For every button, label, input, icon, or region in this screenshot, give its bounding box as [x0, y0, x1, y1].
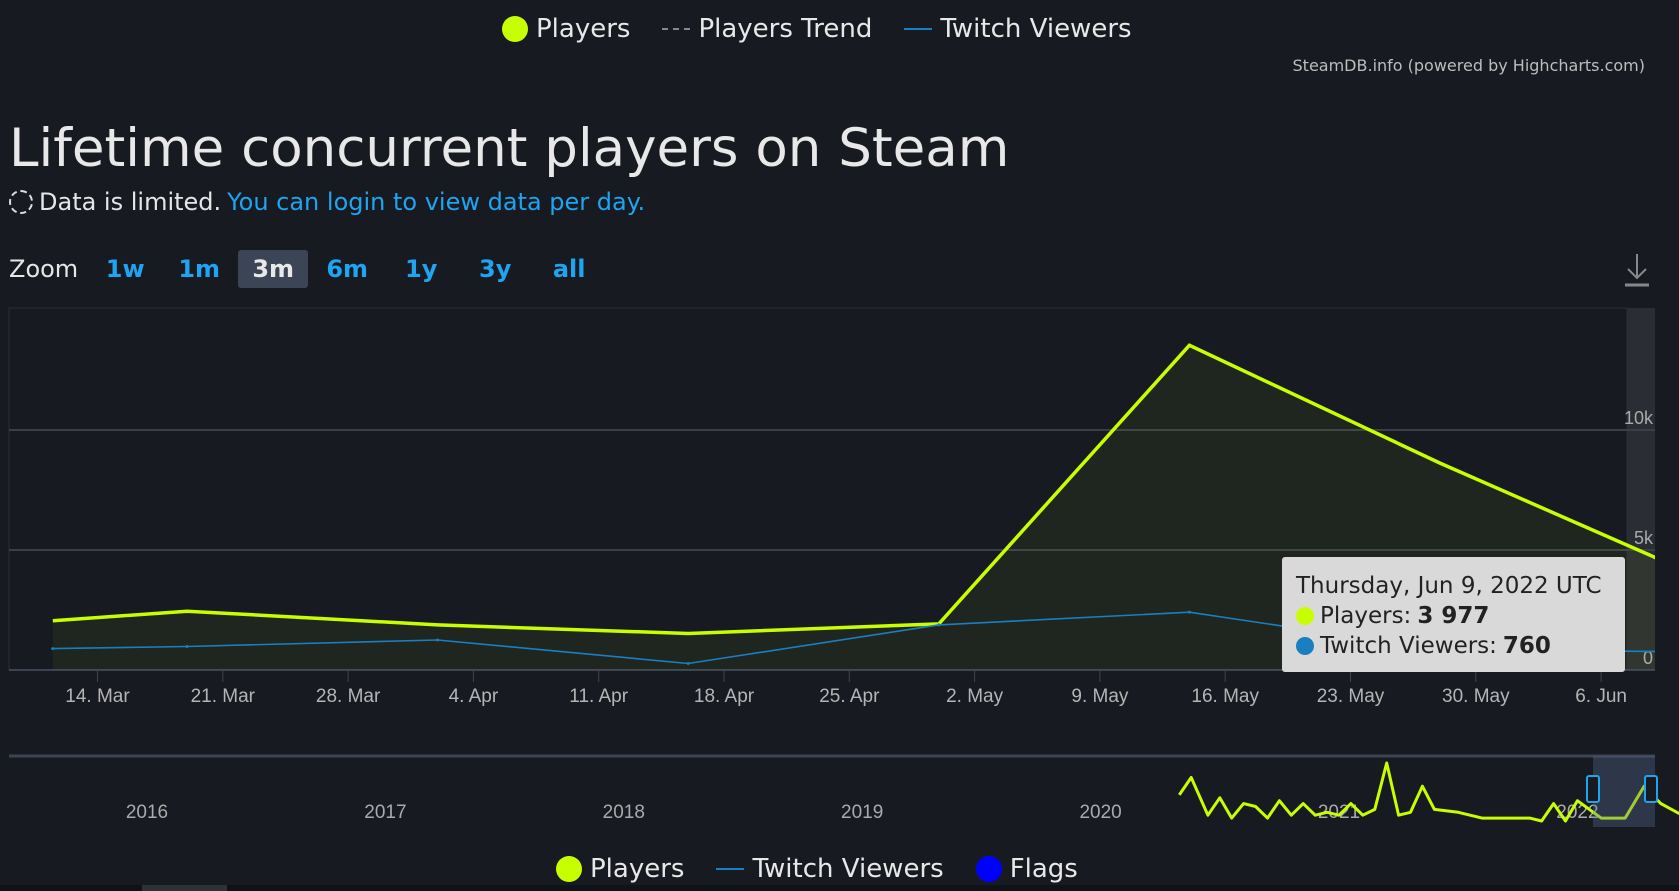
zoom-label: Zoom	[9, 255, 79, 283]
navigator-handle[interactable]	[1586, 775, 1600, 803]
legend-item-players[interactable]: Players	[502, 14, 630, 44]
data-limited-text: Data is limited.	[39, 188, 222, 216]
tooltip-players-label: Players:	[1320, 603, 1412, 629]
x-tick-label: 2. May	[946, 686, 1004, 707]
x-tick-label: 16. May	[1191, 686, 1259, 707]
navigator-year-label: 2019	[841, 802, 883, 823]
legend-label: Players Trend	[698, 14, 873, 44]
tooltip-date: Thursday, Jun 9, 2022 UTC	[1296, 573, 1602, 599]
zoom-button-all[interactable]: all	[552, 255, 586, 283]
zoom-button-3y[interactable]: 3y	[479, 255, 512, 283]
credits-link[interactable]: SteamDB.info (powered by Highcharts.com)	[1292, 56, 1645, 75]
tooltip-players-value: 3 977	[1417, 603, 1490, 629]
legend-item-twitch-viewers[interactable]: Twitch Viewers	[716, 854, 944, 884]
x-tick-label: 21. Mar	[191, 686, 256, 707]
tooltip-twitch-label: Twitch Viewers:	[1320, 633, 1497, 659]
page-scrollbar-thumb[interactable]	[142, 885, 227, 891]
navigator-year-label: 2021	[1318, 802, 1360, 823]
zoom-button-6m[interactable]: 6m	[326, 255, 369, 283]
data-point	[51, 647, 55, 651]
legend-label: Twitch Viewers	[940, 14, 1132, 44]
legend-label: Players	[590, 854, 685, 884]
legend-dot-icon	[502, 16, 528, 42]
page-title: Lifetime concurrent players on Steam	[9, 118, 1010, 179]
x-tick-label: 9. May	[1071, 686, 1129, 707]
data-point	[686, 662, 690, 666]
x-tick-label: 6. Jun	[1575, 686, 1627, 707]
download-icon[interactable]	[1622, 252, 1652, 288]
y-tick-label: 5k	[1634, 528, 1654, 548]
x-tick-label: 18. Apr	[694, 686, 755, 707]
x-tick-label: 11. Apr	[569, 686, 628, 707]
legend-dot-icon	[556, 856, 582, 882]
x-tick-label: 30. May	[1442, 686, 1510, 707]
y-axis-band	[1627, 308, 1655, 670]
zoom-selector: Zoom 1w 1m 3m 6m 1y 3y all	[9, 250, 604, 288]
navigator-year-label: 2016	[126, 802, 168, 823]
legend-item-twitch-viewers[interactable]: Twitch Viewers	[904, 14, 1132, 44]
data-point	[937, 623, 941, 627]
tooltip: Thursday, Jun 9, 2022 UTC Players: 3 977 …	[1282, 557, 1625, 672]
data-point	[436, 638, 440, 642]
x-tick-label: 14. Mar	[65, 686, 130, 707]
navigator-year-label: 2018	[603, 802, 645, 823]
login-link[interactable]: You can login to view data per day.	[227, 188, 646, 216]
players-line	[52, 343, 1655, 636]
x-tick-label: 4. Apr	[449, 686, 499, 707]
subtitle: Data is limited. You can login to view d…	[9, 188, 645, 216]
legend-item-players-trend[interactable]: Players Trend	[662, 14, 872, 44]
legend-bottom: Players Twitch Viewers Flags	[556, 854, 1104, 884]
zoom-button-1m[interactable]: 1m	[178, 255, 221, 283]
players-dot-icon	[1296, 607, 1314, 625]
zoom-button-3m[interactable]: 3m	[238, 250, 309, 288]
legend-item-flags[interactable]: Flags	[975, 854, 1078, 884]
x-tick-label: 28. Mar	[316, 686, 381, 707]
legend-dash-icon	[662, 28, 691, 30]
data-point	[185, 644, 189, 648]
data-point	[1187, 610, 1191, 614]
navigator-players-line	[1178, 761, 1679, 823]
legend-label: Twitch Viewers	[752, 854, 944, 884]
legend-dot-icon	[975, 856, 1002, 882]
tooltip-twitch-value: 760	[1502, 633, 1551, 659]
page-scrollbar[interactable]	[0, 885, 1679, 891]
legend-label: Players	[536, 14, 631, 44]
zoom-button-1w[interactable]: 1w	[105, 255, 145, 283]
navigator-handle[interactable]	[1644, 775, 1658, 803]
limited-data-icon	[9, 190, 33, 214]
y-tick-label: 0	[1643, 648, 1653, 668]
legend-item-players[interactable]: Players	[556, 854, 684, 884]
legend-line-icon	[716, 868, 745, 870]
players-area	[52, 345, 1655, 670]
legend-label: Flags	[1009, 854, 1078, 884]
legend-line-icon	[904, 28, 933, 30]
navigator-year-label: 2020	[1079, 802, 1121, 823]
twitch-dot-icon	[1296, 637, 1314, 655]
y-tick-label: 10k	[1624, 408, 1654, 428]
chart[interactable]: 0 5k 10k 14. Mar 21. Mar 28. Mar 4. Apr 11. Apr…	[0, 300, 1679, 885]
x-tick-label: 23. May	[1317, 686, 1385, 707]
zoom-button-1y[interactable]: 1y	[405, 255, 438, 283]
legend-top: Players Players Trend Twitch Viewers	[502, 14, 1158, 44]
navigator-year-label: 2017	[364, 802, 406, 823]
x-tick-label: 25. Apr	[819, 686, 880, 707]
